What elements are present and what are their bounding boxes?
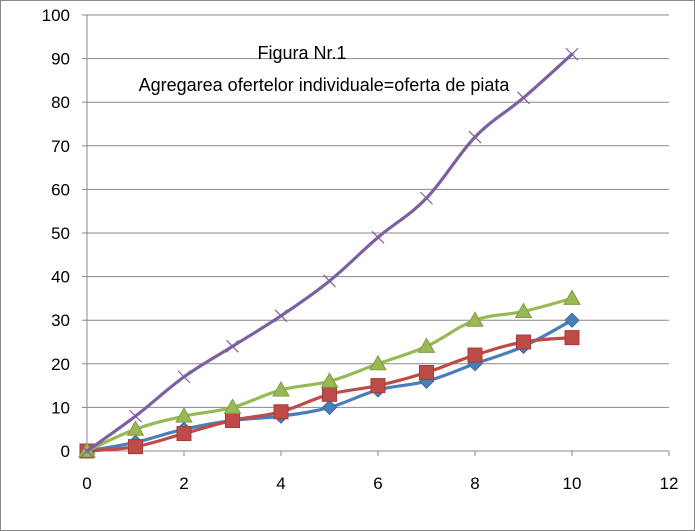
- series-x: [80, 47, 579, 458]
- data-point-triangle: [369, 354, 387, 371]
- y-tick-label: 90: [51, 50, 70, 69]
- data-point-triangle: [563, 289, 581, 305]
- data-point-square: [370, 378, 386, 394]
- data-point-square: [467, 347, 483, 363]
- data-point-x: [517, 91, 530, 105]
- data-point-x: [80, 444, 94, 458]
- y-tick-label: 100: [42, 6, 70, 25]
- data-point-square: [273, 404, 289, 420]
- data-point-x: [274, 309, 288, 323]
- data-point-x: [371, 230, 385, 244]
- y-tick-label: 10: [51, 398, 70, 417]
- data-point-triangle: [320, 372, 339, 388]
- y-tick-label: 0: [61, 442, 70, 461]
- data-point-square: [128, 439, 143, 455]
- data-point-x: [323, 274, 336, 288]
- data-point-triangle: [175, 407, 193, 423]
- x-tick-label: 2: [179, 474, 188, 493]
- data-point-square: [176, 426, 192, 442]
- x-tick-label: 10: [563, 474, 582, 493]
- data-point-triangle: [272, 380, 290, 397]
- x-tick-label: 6: [373, 474, 382, 493]
- data-point-triangle: [417, 337, 436, 353]
- tick-labels: 0 10 20 30 40 50 60 70 80 90 100 0 2 4 6 8 10 12: [42, 6, 679, 493]
- data-point-square: [516, 334, 531, 350]
- data-point-triangle: [466, 311, 484, 327]
- y-tick-label: 80: [51, 93, 70, 112]
- data-point-square: [225, 412, 240, 428]
- series-square: [79, 330, 580, 459]
- y-tick-label: 20: [51, 355, 70, 374]
- gridlines: [87, 14, 669, 408]
- data-point-triangle: [223, 398, 242, 414]
- series-triangle: [78, 289, 581, 458]
- x-tick-label: 4: [276, 474, 285, 493]
- data-point-square: [322, 386, 337, 402]
- data-point-triangle: [514, 302, 533, 318]
- data-point-triangle: [126, 420, 145, 436]
- data-point-square: [419, 365, 434, 381]
- y-tick-label: 70: [51, 137, 70, 156]
- data-point-diamond: [321, 399, 338, 416]
- y-tick-label: 50: [51, 224, 70, 243]
- data-point-x: [177, 370, 191, 384]
- y-tick-label: 60: [51, 180, 70, 199]
- y-tick-label: 30: [51, 311, 70, 330]
- x-tick-label: 12: [660, 474, 679, 493]
- data-point-diamond: [564, 312, 580, 328]
- data-point-x: [226, 339, 239, 353]
- y-tick-label: 40: [51, 268, 70, 287]
- series-group: [78, 47, 581, 459]
- data-point-x: [468, 130, 482, 144]
- chart-title-line1: Figura Nr.1: [257, 43, 346, 63]
- data-point-x: [129, 409, 142, 423]
- x-tick-label: 0: [82, 474, 91, 493]
- x-tick-label: 8: [470, 474, 479, 493]
- chart-title-line2: Agregarea ofertelor individuale=oferta d…: [139, 75, 511, 95]
- data-point-x: [420, 191, 433, 205]
- data-point-x: [565, 47, 579, 61]
- data-point-square: [564, 330, 580, 346]
